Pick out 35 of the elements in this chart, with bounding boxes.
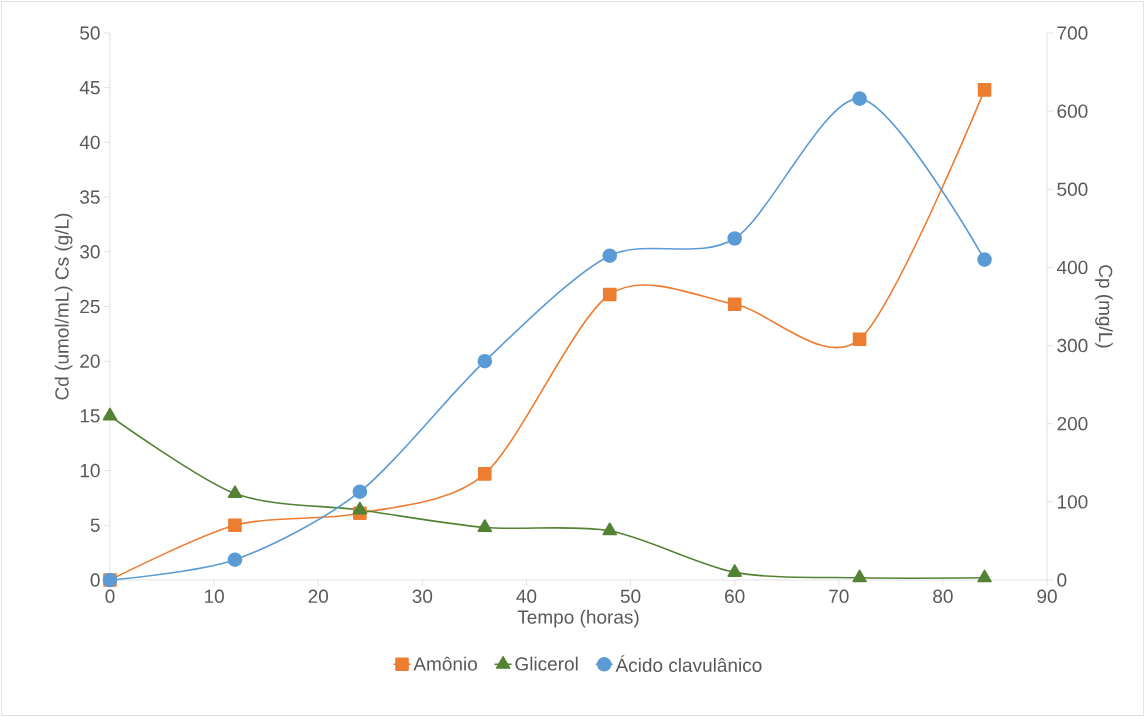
y-tick-label: 35 — [80, 190, 100, 204]
y-tick-label: 50 — [80, 26, 100, 40]
x-tick-label: 90 — [1037, 589, 1057, 603]
x-tick-label: 20 — [308, 589, 329, 603]
x-tick-label: 40 — [516, 589, 537, 603]
x-tick-label: 50 — [620, 589, 641, 603]
y-tick-label: 20 — [80, 354, 100, 368]
legend-label: Ácido clavulânico — [615, 655, 762, 672]
x-tick-label: 30 — [412, 589, 433, 603]
legend-label: Glicerol — [515, 656, 578, 671]
legend-label: Amônio — [413, 656, 477, 671]
y-tick-label: 5 — [90, 518, 100, 532]
y2-tick-label: 700 — [1057, 26, 1088, 40]
y2-tick-label: 300 — [1057, 338, 1088, 353]
y2-tick-label: 500 — [1057, 182, 1088, 197]
y-axis-title: Cd (umol/mL) Cs (g/L) — [54, 213, 73, 400]
x-axis-title: Tempo (horas) — [517, 609, 639, 628]
y2-tick-label: 0 — [1057, 573, 1067, 587]
y-tick-label: 30 — [80, 245, 100, 259]
x-tick-label: 0 — [105, 589, 115, 603]
y2-tick-label: 200 — [1057, 416, 1088, 431]
y-tick-label: 40 — [79, 135, 100, 150]
y2-tick-label: 600 — [1057, 104, 1088, 118]
x-tick-label: 80 — [933, 589, 953, 603]
y-tick-label: 45 — [79, 81, 100, 95]
y-tick-label: 10 — [80, 463, 100, 478]
y-tick-label: 15 — [80, 409, 100, 423]
y2-tick-label: 100 — [1057, 495, 1088, 509]
y-tick-label: 25 — [80, 299, 100, 314]
y2-axis-title: Cp (mg/L) — [1095, 265, 1113, 348]
x-tick-label: 60 — [725, 589, 745, 603]
y2-tick-label: 400 — [1056, 260, 1088, 275]
y-tick-label: 0 — [90, 573, 100, 587]
x-tick-label: 70 — [829, 589, 849, 603]
x-tick-label: 10 — [204, 589, 224, 603]
